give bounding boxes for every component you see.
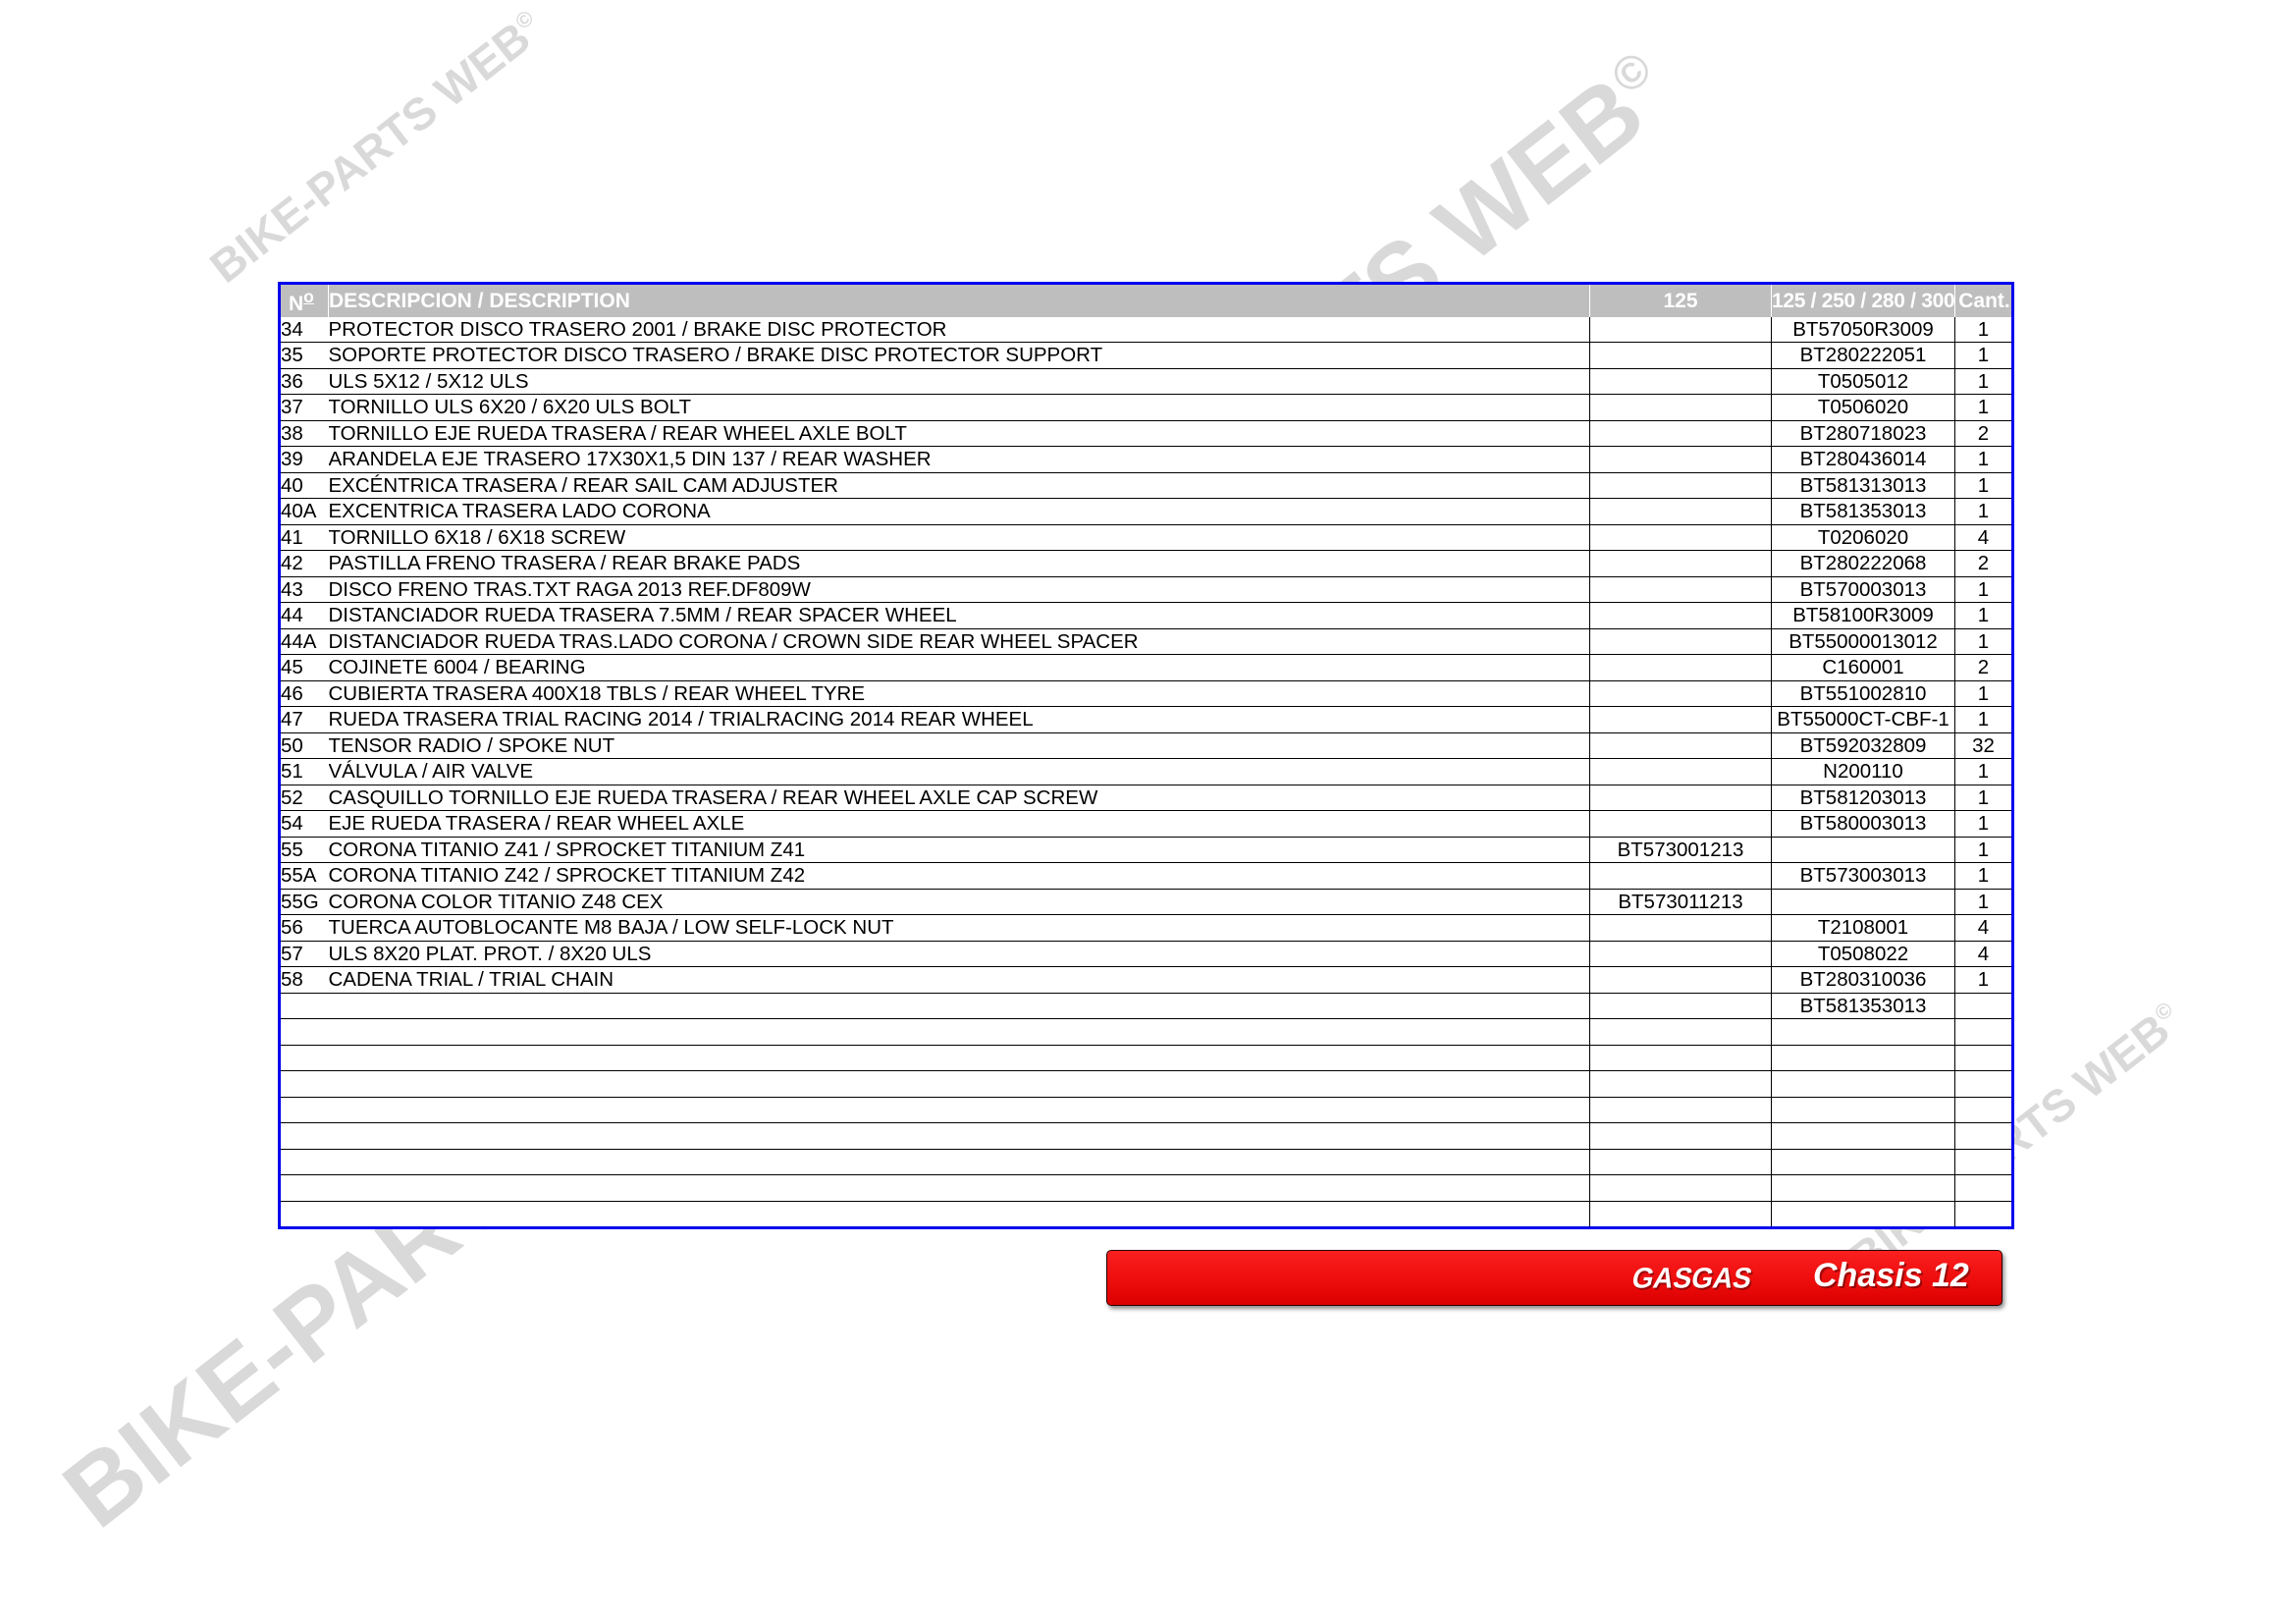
svg-text:BIKE-PARTS WEB©: BIKE-PARTS WEB© [200, 2, 552, 293]
